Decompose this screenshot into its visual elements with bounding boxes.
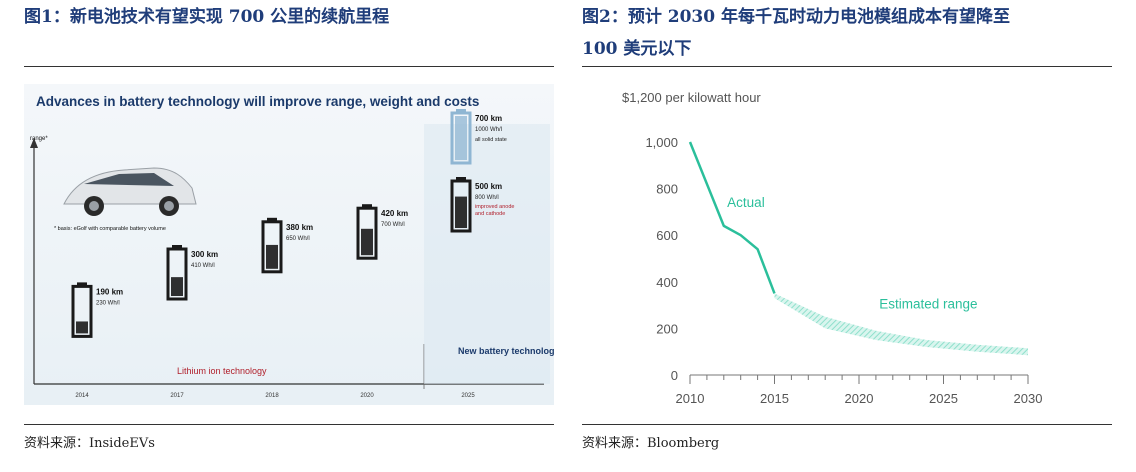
note-label: improved anode bbox=[475, 204, 514, 210]
left-source-rule bbox=[24, 424, 554, 425]
density-label: 1000 Wh/l bbox=[475, 127, 502, 133]
battery-body bbox=[450, 179, 472, 233]
battery-cap bbox=[456, 109, 466, 113]
battery-mark: 380 km 650 Wh/l bbox=[261, 217, 313, 274]
battery-mark: 700 km 1000 Wh/l all solid state bbox=[450, 109, 507, 165]
battery-mark: 420 km 700 Wh/l bbox=[356, 204, 408, 260]
right-y-axis-label: $1,200 per kilowatt hour bbox=[622, 90, 761, 105]
right-source: 资料来源：Bloomberg bbox=[582, 436, 720, 451]
battery-cap bbox=[267, 217, 277, 222]
left-y-axis-arrow bbox=[30, 138, 38, 148]
density-label: 700 Wh/l bbox=[381, 222, 405, 228]
year-tick-label: 2020 bbox=[360, 393, 374, 399]
density-label: 650 Wh/l bbox=[286, 236, 310, 242]
x-tick-label: 2025 bbox=[929, 391, 958, 406]
density-label: 230 Wh/l bbox=[96, 300, 120, 306]
note-label: all solid state bbox=[475, 137, 507, 143]
battery-fill bbox=[455, 196, 467, 228]
battery-cap bbox=[456, 177, 466, 181]
range-label: 500 km bbox=[475, 182, 502, 191]
battery-fill bbox=[171, 277, 183, 296]
x-tick-label: 2020 bbox=[845, 391, 874, 406]
new-tech-shade bbox=[424, 124, 550, 384]
year-tick-label: 2017 bbox=[170, 393, 184, 399]
y-tick-label: 400 bbox=[656, 275, 678, 290]
battery-mark: 190 km 230 Wh/l bbox=[71, 282, 123, 338]
range-label: 420 km bbox=[381, 209, 408, 218]
battery-body bbox=[71, 284, 93, 338]
car-illustration bbox=[63, 167, 197, 216]
right-source-rule bbox=[582, 424, 1112, 425]
right-figure-caption-line1: 图2：预计 2030 年每千瓦时动力电池模组成本有望降至 bbox=[582, 7, 1010, 27]
battery-fill bbox=[455, 116, 467, 160]
x-tick-label: 2015 bbox=[760, 391, 789, 406]
y-tick-label: 600 bbox=[656, 228, 678, 243]
battery-cap bbox=[362, 204, 372, 209]
right-figure-caption-line2: 100 美元以下 bbox=[582, 39, 692, 59]
battery-cost-chart: $1,200 per kilowatt hour 0 200 400 600 800 1,… bbox=[582, 70, 1112, 422]
left-source: 资料来源：InsideEVs bbox=[24, 436, 155, 451]
estimated-range-band bbox=[774, 293, 1028, 356]
x-tick-label: 2030 bbox=[1014, 391, 1043, 406]
x-tick-label: 2010 bbox=[676, 391, 705, 406]
actual-series-line bbox=[688, 141, 776, 294]
range-label: 700 km bbox=[475, 114, 502, 123]
battery-mark: 300 km 410 Wh/l bbox=[166, 245, 218, 301]
right-caption-rule bbox=[582, 66, 1112, 67]
new-tech-label: New battery technologies bbox=[458, 346, 554, 356]
range-label: 190 km bbox=[96, 287, 123, 296]
estimated-range-label: Estimated range bbox=[879, 297, 977, 312]
battery-body bbox=[450, 111, 472, 165]
right-plot-area: 0 200 400 600 800 1,000 2010 2015 2020 2025 2030 Es… bbox=[645, 135, 1042, 406]
battery-body bbox=[166, 247, 188, 301]
density-label: 800 Wh/l bbox=[475, 195, 499, 201]
lithium-label: Lithium ion technology bbox=[177, 366, 267, 376]
range-label: 300 km bbox=[191, 250, 218, 259]
y-tick-label: 1,000 bbox=[645, 135, 678, 150]
left-chart-title: Advances in battery technology will impr… bbox=[36, 94, 479, 109]
battery-fill bbox=[361, 228, 373, 256]
range-label: 380 km bbox=[286, 223, 313, 232]
y-tick-label: 800 bbox=[656, 182, 678, 197]
battery-technology-chart: Advances in battery technology will impr… bbox=[24, 84, 554, 405]
year-tick-label: 2018 bbox=[265, 393, 279, 399]
left-y-axis-label: range* bbox=[30, 136, 48, 142]
battery-body bbox=[356, 206, 378, 260]
density-label: 410 Wh/l bbox=[191, 263, 215, 269]
battery-cap bbox=[172, 245, 182, 249]
y-tick-label: 200 bbox=[656, 321, 678, 336]
y-tick-label: 0 bbox=[671, 368, 678, 383]
year-tick-label: 2014 bbox=[75, 393, 89, 399]
battery-cap bbox=[77, 282, 87, 287]
battery-fill bbox=[76, 321, 88, 334]
note-label: and cathode bbox=[475, 211, 505, 217]
battery-fill bbox=[266, 244, 278, 269]
year-tick-label: 2025 bbox=[461, 393, 475, 399]
left-footnote: * basis: eGolf with comparable battery v… bbox=[54, 226, 166, 232]
actual-series-label: Actual bbox=[727, 195, 765, 210]
left-figure-caption: 图1：新电池技术有望实现 700 公里的续航里程 bbox=[24, 7, 390, 27]
left-caption-rule bbox=[24, 66, 554, 67]
battery-series: 190 km 230 Wh/l 2014 300 km 410 Wh/l 2017 380 … bbox=[71, 109, 514, 399]
battery-body bbox=[261, 220, 283, 274]
